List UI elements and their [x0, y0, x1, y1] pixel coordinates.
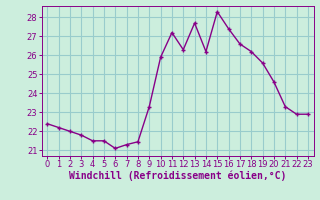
- X-axis label: Windchill (Refroidissement éolien,°C): Windchill (Refroidissement éolien,°C): [69, 171, 286, 181]
